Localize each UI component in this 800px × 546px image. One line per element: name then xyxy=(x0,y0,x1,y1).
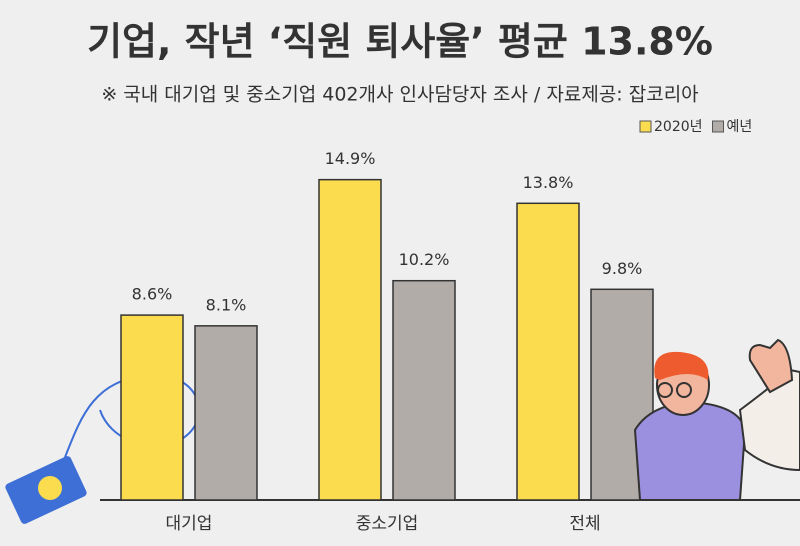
bar xyxy=(194,325,258,501)
legend-swatch xyxy=(712,120,725,133)
chart-title: 기업, 작년 ‘직원 퇴사율’ 평균 13.8% xyxy=(87,20,713,64)
value-label: 9.8% xyxy=(602,259,643,278)
chart-subtitle: ※ 국내 대기업 및 중소기업 402개사 인사담당자 조사 / 자료제공: 잡… xyxy=(101,84,698,106)
x-tick-label: 전체 xyxy=(569,514,600,534)
value-label: 13.8% xyxy=(523,173,574,192)
value-label: 8.6% xyxy=(132,285,173,304)
bar xyxy=(120,314,184,501)
bar xyxy=(392,279,456,501)
decoration-person xyxy=(633,338,800,501)
bar xyxy=(516,202,580,501)
value-label: 10.2% xyxy=(399,250,450,269)
legend-label: 2020년 xyxy=(654,119,703,135)
legend-label: 예년 xyxy=(727,119,753,135)
legend-swatch xyxy=(639,120,652,133)
value-label: 14.9% xyxy=(325,149,376,168)
x-tick-label: 대기업 xyxy=(166,514,213,534)
value-label: 8.1% xyxy=(206,295,247,314)
bar xyxy=(318,178,382,501)
x-tick-label: 중소기업 xyxy=(356,514,419,534)
